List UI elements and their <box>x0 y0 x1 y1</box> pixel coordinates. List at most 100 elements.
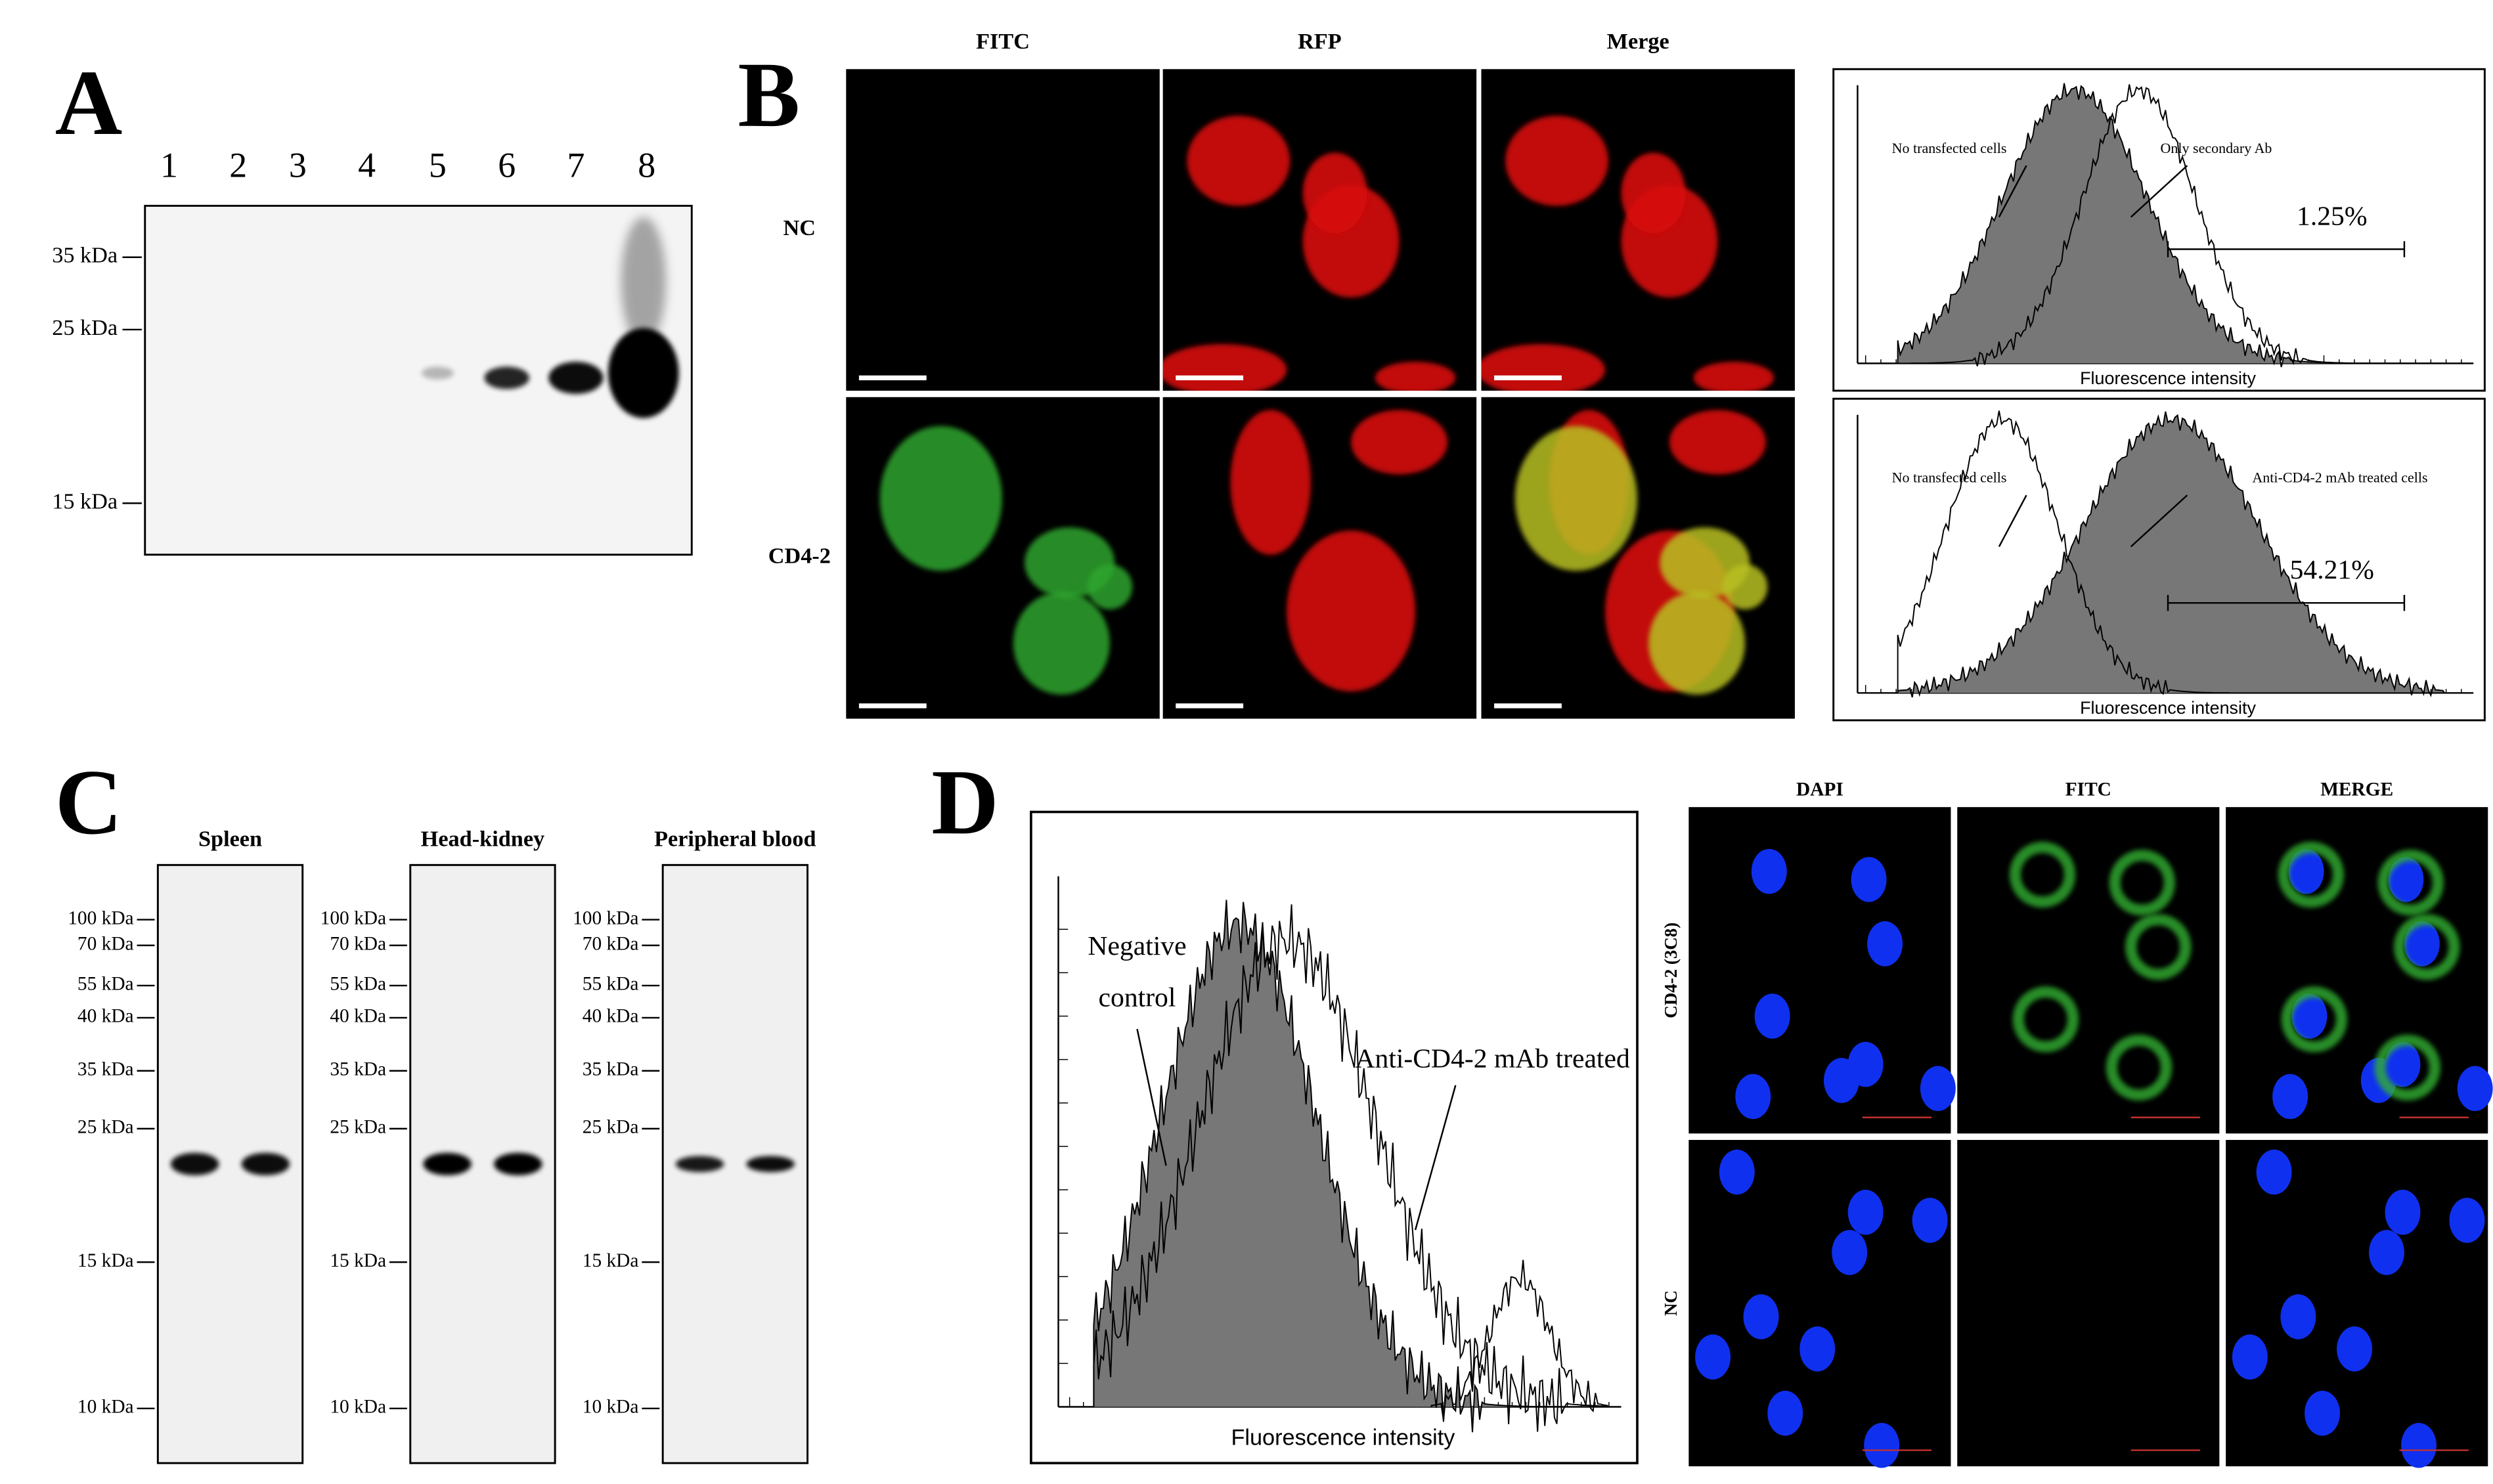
pointer <box>2130 494 2188 548</box>
row-label: CD4-2 (3C8) <box>1661 923 1681 1018</box>
green-cell <box>879 426 1002 571</box>
nucleus <box>1851 857 1887 902</box>
marker-label: 40 kDa <box>330 1006 386 1027</box>
histogram-open <box>1897 410 2445 695</box>
red-cell <box>1302 152 1367 234</box>
green-cell <box>2012 986 2079 1053</box>
green-cell <box>2106 1034 2173 1101</box>
marker-label: 55 kDa <box>330 974 386 995</box>
nucleus <box>1912 1198 1948 1243</box>
green-cell <box>2374 1034 2441 1101</box>
nucleus <box>1867 921 1903 967</box>
panel-label: B <box>738 43 800 146</box>
red-cell <box>1481 343 1605 391</box>
marker-label: 35 kDa <box>52 243 118 268</box>
band <box>494 1152 542 1175</box>
green-cell <box>2377 850 2444 916</box>
nucleus <box>2457 1066 2493 1111</box>
band <box>241 1152 290 1175</box>
red-cell <box>1669 410 1766 475</box>
image-cell <box>1162 397 1477 719</box>
row-label: NC <box>783 215 816 240</box>
marker-label: 70 kDa <box>330 933 386 954</box>
column-header: FITC <box>2065 779 2111 800</box>
green-cell <box>1087 564 1133 609</box>
marker-label: 35 kDa <box>583 1058 639 1080</box>
column-header: Merge <box>1607 29 1669 54</box>
nucleus <box>2369 1230 2404 1275</box>
nucleus <box>2337 1326 2372 1372</box>
histogram-label: Negative <box>1088 931 1186 961</box>
cells <box>1514 410 1768 695</box>
nucleus <box>2388 857 2424 902</box>
band <box>484 366 529 389</box>
image-cell <box>1481 397 1795 719</box>
image-cell <box>1162 69 1477 391</box>
cells <box>879 426 1133 695</box>
histogram-label: Only secondary Ab <box>2160 140 2272 156</box>
image-background <box>1688 1140 1951 1467</box>
marker-label: 55 kDa <box>77 974 134 995</box>
lane-label: 2 <box>229 145 247 185</box>
red-cell <box>1351 410 1448 475</box>
pointer <box>1998 494 2027 548</box>
marker-label: 25 kDa <box>77 1117 134 1138</box>
pointer <box>1414 1085 1457 1231</box>
green-cell <box>1722 564 1768 609</box>
marker-label: 55 kDa <box>583 974 639 995</box>
green-cell <box>2125 913 2192 980</box>
red-cell <box>1162 343 1287 391</box>
marker-label: 25 kDa <box>52 315 118 340</box>
marker-label: 100 kDa <box>68 907 133 928</box>
percent-label: 54.21% <box>2290 555 2374 585</box>
band <box>607 328 679 418</box>
nucleus <box>2256 1149 2292 1195</box>
marker-label: 70 kDa <box>77 933 134 954</box>
panel-label: C <box>55 750 123 854</box>
band <box>423 1152 472 1175</box>
lane-label: 5 <box>429 145 447 185</box>
nucleus <box>1824 1058 1859 1103</box>
nucleus <box>1864 1422 1900 1468</box>
histogram-open <box>1093 904 1609 1432</box>
pointer <box>1998 165 2027 218</box>
nucleus <box>2385 1189 2421 1235</box>
percent-label: 1.25% <box>2297 202 2367 232</box>
lane-label: 8 <box>638 145 655 185</box>
nucleus <box>1832 1230 1868 1275</box>
marker-label: 35 kDa <box>330 1058 386 1080</box>
marker-label: 10 kDa <box>330 1397 386 1418</box>
nucleus <box>2291 993 2328 1039</box>
marker-label: 25 kDa <box>330 1117 386 1138</box>
nucleus <box>2449 1198 2485 1243</box>
image-background <box>1688 807 1951 1134</box>
green-cell <box>2009 841 2076 908</box>
red-cell <box>1693 361 1775 391</box>
green-cell <box>2278 841 2345 908</box>
nucleus <box>2401 1422 2437 1468</box>
marker-label: 100 kDa <box>573 907 638 928</box>
marker-label: 100 kDa <box>320 907 386 928</box>
marker-label: 10 kDa <box>77 1397 134 1418</box>
lane-label: 6 <box>498 145 516 185</box>
band <box>675 1156 724 1172</box>
histogram-filled <box>1897 411 2445 698</box>
nucleus <box>2305 1390 2341 1436</box>
green-cell <box>1013 592 1110 695</box>
axis-label: Fluorescence intensity <box>2080 698 2256 718</box>
panel-label: A <box>55 51 123 154</box>
blot-title: Spleen <box>198 826 262 851</box>
band <box>421 366 454 380</box>
image-cell <box>846 397 1160 719</box>
red-cell <box>1187 116 1291 206</box>
red-cell <box>1505 116 1608 206</box>
band <box>746 1156 795 1172</box>
nucleus <box>2272 1074 2308 1120</box>
row-label: CD4-2 <box>768 544 831 569</box>
nucleus <box>2404 921 2440 967</box>
image-background <box>1957 1140 2220 1467</box>
lane-label: 4 <box>358 145 376 185</box>
lane-label: 3 <box>289 145 307 185</box>
red-cell <box>1230 410 1311 555</box>
marker-label: 15 kDa <box>52 489 118 513</box>
